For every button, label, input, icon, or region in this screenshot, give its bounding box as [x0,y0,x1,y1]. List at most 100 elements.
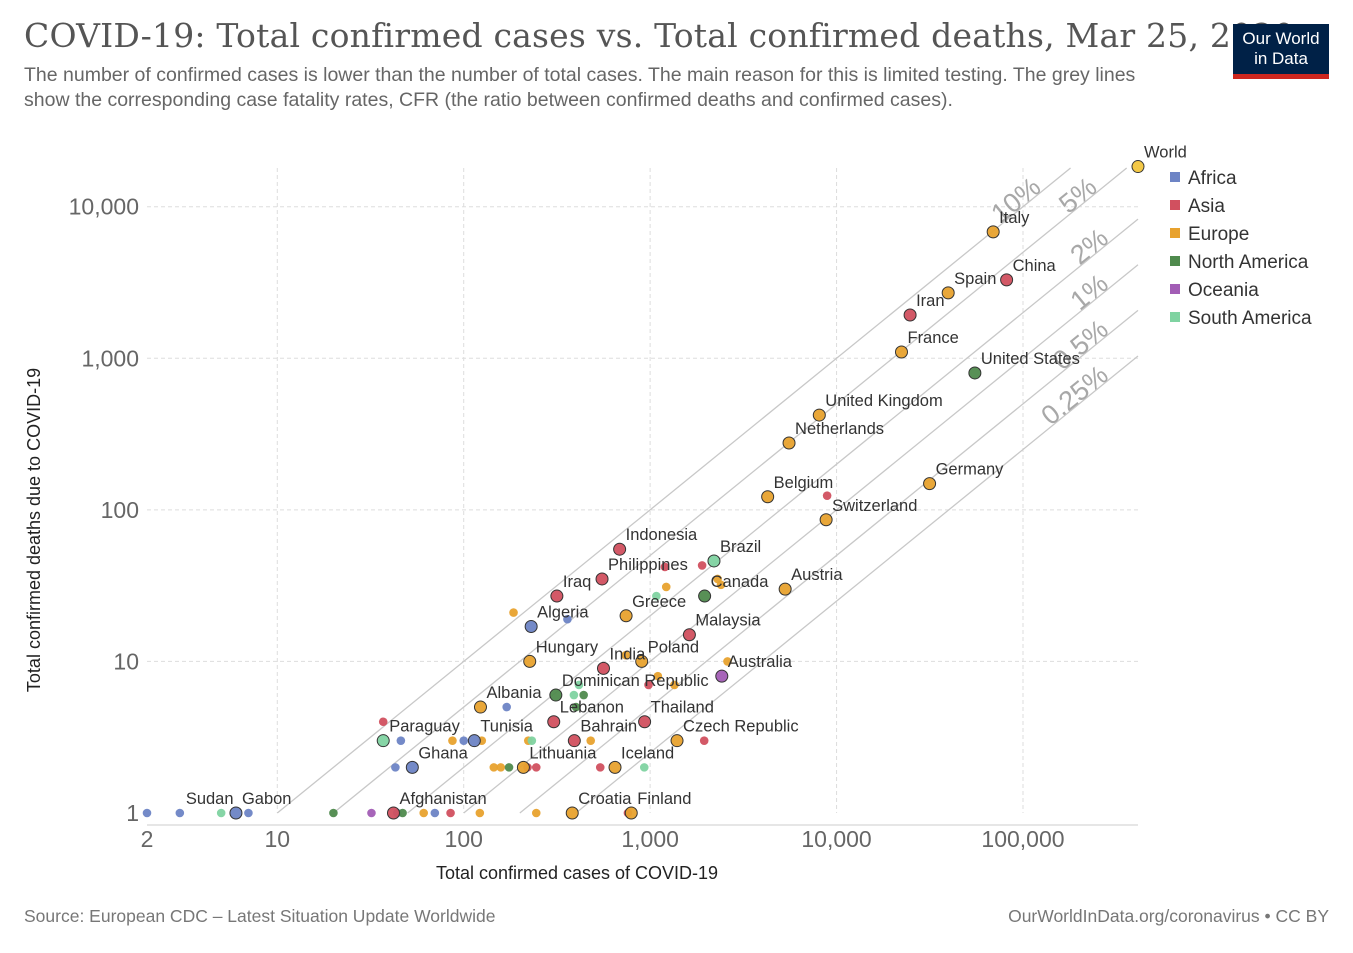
data-point [619,609,633,623]
data-point [509,608,518,617]
data-point [571,702,581,712]
owid-logo[interactable]: Our World in Data [1233,24,1329,79]
legend-swatch [1170,312,1180,322]
chart-title: COVID-19: Total confirmed cases vs. Tota… [24,16,1295,55]
point-label: Thailand [651,699,714,717]
data-point [574,680,584,690]
legend-label: Europe [1188,224,1249,245]
point-label: Croatia [578,790,632,808]
data-point [682,628,696,642]
data-point [378,717,388,727]
legend-swatch [1170,284,1180,294]
data-point [398,808,407,818]
y-axis-label: Total confirmed deaths due to COVID-19 [24,368,44,692]
point-label: Australia [728,653,793,671]
point-label: Netherlands [795,420,884,438]
data-point [446,808,455,818]
legend: Africa Asia Europe North America Oceania Sout… [1170,168,1312,329]
data-point [467,734,481,748]
cfr-line-label: 0.25% [1035,359,1113,431]
data-point [175,808,185,818]
legend-label: Oceania [1188,280,1259,301]
data-point [697,561,707,570]
data-point [531,763,541,772]
data-point [504,763,514,772]
cfr-line [407,218,1139,814]
point-label: Bahrain [580,718,637,736]
data-point [707,554,721,568]
data-point [903,308,917,322]
data-point [1000,273,1014,287]
cfr-line [519,309,1139,814]
point-label: World [1144,144,1187,162]
data-points [142,160,1145,820]
x-tick-label: 2 [141,826,154,852]
chart-subtitle: The number of confirmed cases is lower t… [24,64,1136,111]
data-point [1131,160,1145,174]
data-point [550,589,564,603]
legend-label: Asia [1188,196,1225,217]
data-point [419,808,429,818]
data-point [229,806,243,820]
data-point [405,760,419,774]
data-point [778,582,792,596]
data-point [644,680,653,690]
data-point [894,345,908,359]
data-point [723,657,732,666]
legend-swatch [1170,228,1180,238]
point-label: Iceland [621,744,674,762]
y-tick-label: 10 [113,648,139,674]
data-point [549,688,563,702]
point-label: United Kingdom [825,392,942,410]
data-point [579,690,588,700]
data-point [547,715,561,729]
data-point [596,661,610,675]
point-label: Poland [648,638,699,656]
data-point [595,572,609,586]
point-label: Lithuania [529,744,597,762]
data-point [516,760,530,774]
data-point [502,702,511,712]
point-label: Albania [486,684,542,702]
data-point [661,582,671,592]
data-point [822,491,832,500]
data-point [563,614,572,624]
gridlines [147,168,1138,813]
point-label: Germany [936,461,1005,479]
point-label: Czech Republic [683,718,799,736]
y-tick-label: 1,000 [81,345,139,371]
y-tick-label: 1 [126,800,139,826]
x-axis-label: Total confirmed cases of COVID-19 [436,863,718,883]
data-point [396,736,406,745]
cfr-line-label: 2% [1065,222,1114,270]
data-point [923,477,937,491]
data-point [621,650,631,660]
data-point [524,619,538,633]
data-point [430,808,440,818]
data-point [639,763,649,772]
data-point [473,700,487,714]
data-point [986,225,1000,239]
data-point [715,669,729,683]
data-point [531,808,541,818]
x-tick-label: 10 [265,826,291,852]
point-label: Greece [632,593,686,611]
data-point [527,736,537,745]
data-point [391,763,400,772]
data-point [968,366,982,380]
data-point [216,808,226,818]
point-label: Finland [637,790,691,808]
data-point [624,806,638,820]
data-point [448,736,457,745]
point-label: Philippines [608,556,688,574]
y-tick-label: 10,000 [69,194,139,220]
credit-note[interactable]: OurWorldInData.org/coronavirus • CC BY [1008,906,1329,926]
source-note: Source: European CDC – Latest Situation … [24,906,496,926]
point-label: Malaysia [695,612,761,630]
point-label: Paraguay [389,718,460,736]
data-point [761,490,775,504]
point-label: Italy [999,209,1030,227]
point-label: Austria [791,566,843,584]
legend-swatch [1170,256,1180,266]
legend-label: South America [1188,308,1312,329]
